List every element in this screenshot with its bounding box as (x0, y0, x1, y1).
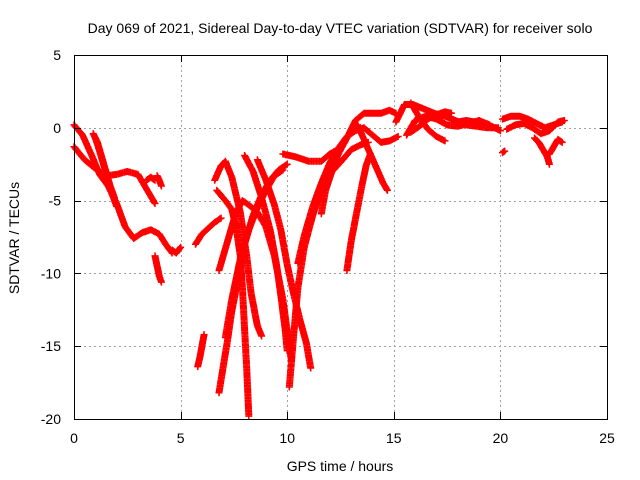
y-tick-label: -15 (41, 338, 61, 354)
series-arc-5 (143, 173, 159, 184)
y-tick-label: -20 (41, 411, 61, 427)
series-arc-6 (153, 172, 165, 190)
series-arc-23 (354, 121, 391, 194)
series-arc-1 (70, 121, 176, 257)
grid-lines (74, 55, 607, 419)
series-arc-28 (454, 117, 504, 135)
data-point-markers (192, 214, 225, 248)
x-tick-label: 5 (177, 430, 185, 446)
series-arc-27 (407, 108, 455, 136)
data-point-markers (343, 150, 374, 274)
x-tick-label: 25 (599, 430, 615, 446)
data-point-markers (545, 135, 566, 158)
chart-title: Day 069 of 2021, Sidereal Day-to-day VTE… (88, 20, 593, 36)
plot-frame (74, 55, 608, 420)
y-tick-label: -5 (49, 193, 62, 209)
series-arc-32 (545, 135, 566, 158)
data-point-markers (317, 106, 400, 218)
x-tick-label: 15 (386, 430, 402, 446)
series-arc-4 (91, 134, 121, 210)
y-tick-label: 0 (53, 120, 61, 136)
data-point-markers (503, 117, 568, 138)
series-arc-7 (151, 252, 165, 286)
data-point-markers (499, 147, 509, 157)
y-tick-label: -10 (41, 265, 61, 281)
series-arc-20 (279, 144, 344, 165)
series-arc-10 (194, 331, 208, 371)
data-point-markers (91, 134, 121, 210)
data-point-markers (168, 243, 185, 257)
x-tick-label: 20 (493, 430, 509, 446)
data-points (70, 99, 568, 420)
data-point-markers (151, 252, 165, 286)
series-arc-33 (499, 147, 509, 157)
y-axis-label: SDTVAR / TECUs (6, 182, 22, 294)
x-tick-label: 10 (279, 430, 295, 446)
data-point-markers (454, 117, 504, 135)
series-arc-22 (343, 150, 374, 274)
series-arc-30 (503, 117, 568, 138)
data-point-markers (241, 152, 291, 355)
x-tick-label: 0 (70, 430, 78, 446)
series-arc-21 (317, 106, 400, 218)
y-tick-label: 5 (53, 47, 61, 63)
data-point-markers (70, 121, 176, 257)
data-point-markers (407, 108, 455, 136)
series-arc-8 (168, 243, 185, 257)
x-axis-label: GPS time / hours (287, 458, 394, 474)
data-point-markers (354, 121, 391, 194)
data-point-markers (279, 144, 344, 165)
series-arc-16 (241, 152, 291, 355)
axis-ticks: 0 5 10 15 20 25 5 0 -5 -10 -15 -20 (41, 47, 615, 446)
series-arc-9 (192, 214, 225, 248)
data-point-markers (153, 172, 165, 190)
data-point-markers (143, 173, 159, 184)
data-point-markers (194, 331, 208, 371)
